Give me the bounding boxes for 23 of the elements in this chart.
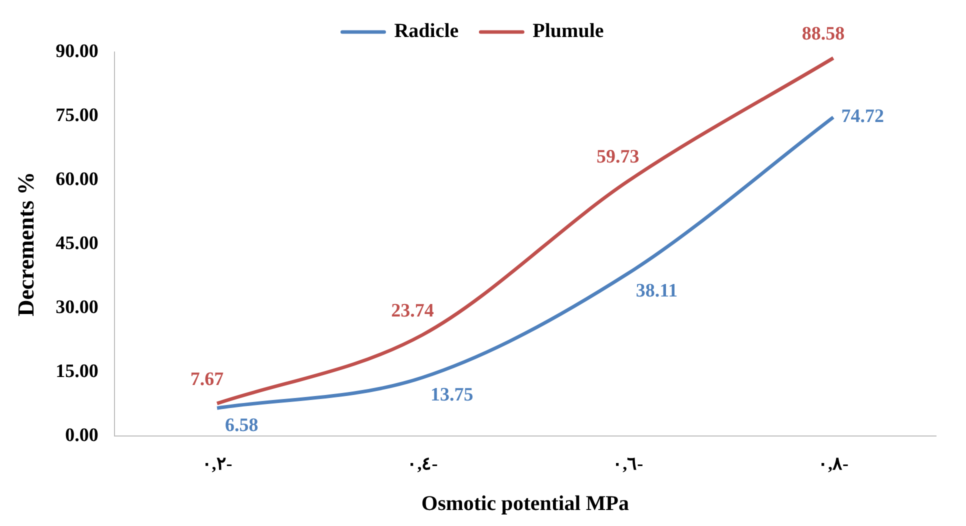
data-label: 59.73 (596, 146, 640, 168)
data-label: 88.58 (802, 23, 845, 44)
data-label: 23.74 (391, 300, 434, 322)
legend-label: Plumule (532, 20, 604, 42)
data-label: 7.67 (190, 368, 224, 390)
y-tick-label: 45.00 (56, 233, 98, 254)
x-tick-label: ٠,٨- (818, 454, 849, 474)
y-tick-label: 0.00 (65, 425, 98, 446)
y-tick-label: 15.00 (56, 361, 98, 382)
y-axis-title: Decrements % (14, 172, 39, 316)
x-tick-label: ٠,٦- (612, 454, 644, 474)
data-label: 6.58 (225, 415, 258, 436)
data-label: 74.72 (841, 106, 884, 128)
x-tick-label: ٠,٤- (407, 454, 438, 474)
x-axis-title: Osmotic potential MPa (421, 490, 630, 515)
data-label: 13.75 (430, 384, 474, 406)
data-label: 38.11 (636, 280, 678, 302)
y-tick-label: 30.00 (56, 297, 98, 318)
y-tick-label: 60.00 (56, 168, 98, 190)
legend-label: Radicle (394, 20, 459, 42)
y-tick-label: 75.00 (56, 104, 98, 126)
y-tick-label: 90.00 (56, 40, 98, 62)
x-tick-label: ٠,٢- (202, 454, 232, 474)
